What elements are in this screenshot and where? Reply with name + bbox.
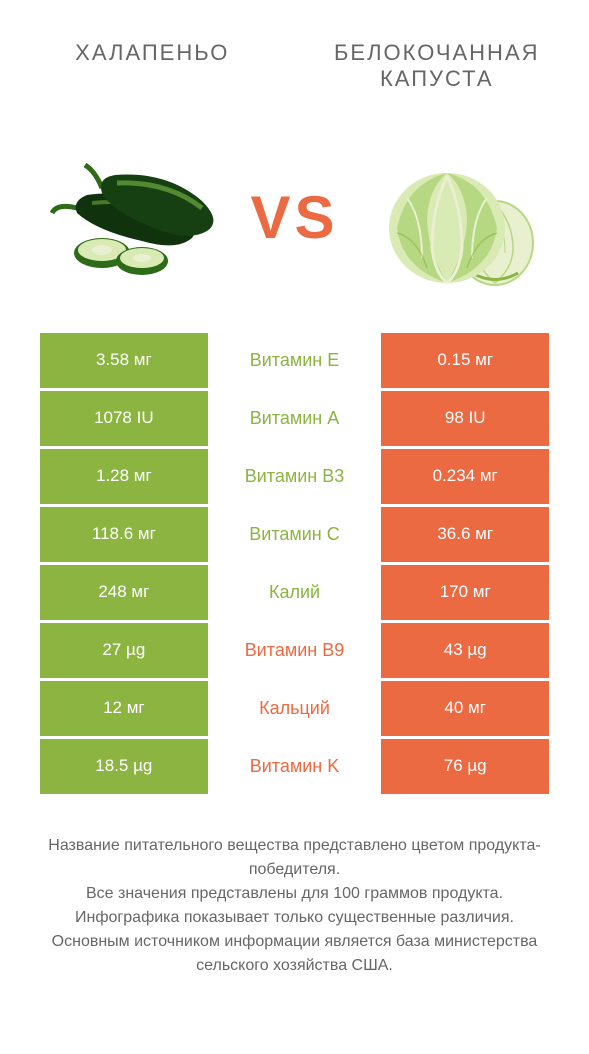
nutrient-label-cell: Калий: [211, 565, 382, 620]
cabbage-image: [372, 133, 542, 303]
table-row: 1078 IUВитамин A98 IU: [40, 391, 549, 446]
left-food-title: ХАЛАПЕНЬО: [10, 40, 295, 93]
left-value-cell: 1078 IU: [40, 391, 211, 446]
nutrient-label-cell: Витамин E: [211, 333, 382, 388]
left-value-cell: 1.28 мг: [40, 449, 211, 504]
right-food-title: БЕЛОКОЧАННАЯ КАПУСТА: [295, 40, 580, 93]
footer-line: Инфографика показывает только существенн…: [30, 906, 559, 930]
footer-line: Все значения представлены для 100 граммо…: [30, 882, 559, 906]
nutrient-label-cell: Витамин B9: [211, 623, 382, 678]
left-value-cell: 3.58 мг: [40, 333, 211, 388]
vs-label: VS: [250, 183, 338, 252]
footer: Название питательного вещества представл…: [0, 834, 589, 978]
right-value-cell: 76 µg: [381, 739, 549, 794]
table-row: 18.5 µgВитамин K76 µg: [40, 739, 549, 794]
nutrition-table: 3.58 мгВитамин E0.15 мг1078 IUВитамин A9…: [40, 333, 549, 794]
left-value-cell: 12 мг: [40, 681, 211, 736]
right-value-cell: 0.234 мг: [381, 449, 549, 504]
right-value-cell: 40 мг: [381, 681, 549, 736]
right-value-cell: 0.15 мг: [381, 333, 549, 388]
right-value-cell: 170 мг: [381, 565, 549, 620]
footer-line: Основным источником информации является …: [30, 930, 559, 978]
left-value-cell: 27 µg: [40, 623, 211, 678]
images-row: VS: [0, 133, 589, 303]
table-row: 248 мгКалий170 мг: [40, 565, 549, 620]
nutrient-label-cell: Витамин K: [211, 739, 382, 794]
left-value-cell: 18.5 µg: [40, 739, 211, 794]
nutrient-label-cell: Кальций: [211, 681, 382, 736]
nutrient-label-cell: Витамин C: [211, 507, 382, 562]
left-value-cell: 118.6 мг: [40, 507, 211, 562]
right-value-cell: 36.6 мг: [381, 507, 549, 562]
footer-line: Название питательного вещества представл…: [30, 834, 559, 882]
table-row: 27 µgВитамин B943 µg: [40, 623, 549, 678]
right-value-cell: 43 µg: [381, 623, 549, 678]
table-row: 118.6 мгВитамин C36.6 мг: [40, 507, 549, 562]
nutrient-label-cell: Витамин A: [211, 391, 382, 446]
right-value-cell: 98 IU: [381, 391, 549, 446]
header: ХАЛАПЕНЬО БЕЛОКОЧАННАЯ КАПУСТА: [0, 0, 589, 93]
left-value-cell: 248 мг: [40, 565, 211, 620]
table-row: 12 мгКальций40 мг: [40, 681, 549, 736]
nutrient-label-cell: Витамин B3: [211, 449, 382, 504]
jalapeno-image: [47, 133, 217, 303]
table-row: 1.28 мгВитамин B30.234 мг: [40, 449, 549, 504]
table-row: 3.58 мгВитамин E0.15 мг: [40, 333, 549, 388]
